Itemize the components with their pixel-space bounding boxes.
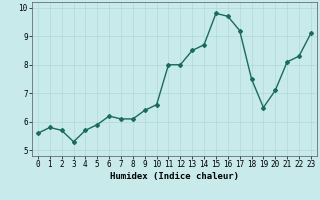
X-axis label: Humidex (Indice chaleur): Humidex (Indice chaleur) <box>110 172 239 181</box>
